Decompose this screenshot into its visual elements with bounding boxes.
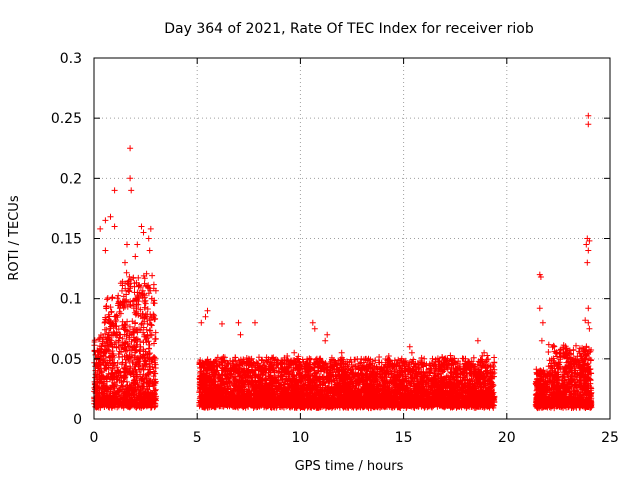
x-axis-label: GPS time / hours (295, 459, 404, 474)
x-tick-label: 5 (193, 430, 202, 446)
roti-scatter-markers (91, 112, 595, 412)
axis-ticks: 0 5 10 15 20 25 0 0.05 0.1 0.15 0.2 0.25 0.3 (51, 51, 619, 446)
y-axis-label: ROTI / TECUs (7, 195, 22, 280)
y-tick-label: 0.05 (51, 352, 82, 368)
y-tick-label: 0.2 (60, 171, 82, 187)
x-tick-label: 20 (498, 430, 516, 446)
x-tick-label: 15 (395, 430, 413, 446)
chart-title: Day 364 of 2021, Rate Of TEC Index for r… (164, 21, 534, 37)
y-tick-label: 0.25 (51, 111, 82, 127)
x-tick-label: 0 (90, 430, 99, 446)
x-tick-label: 25 (601, 430, 619, 446)
x-tick-label: 10 (291, 430, 309, 446)
y-tick-label: 0.15 (51, 232, 82, 248)
y-tick-label: 0.1 (60, 292, 82, 308)
data-points (91, 112, 595, 412)
y-tick-label: 0 (73, 412, 82, 428)
y-tick-label: 0.3 (60, 51, 82, 67)
